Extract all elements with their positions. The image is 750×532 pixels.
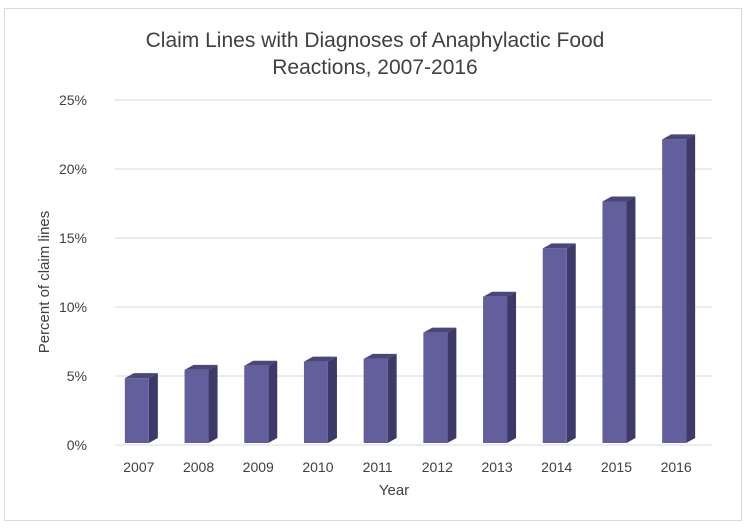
y-axis-label: Percent of claim lines — [36, 211, 53, 354]
bar — [662, 134, 696, 443]
bar-front — [602, 201, 627, 443]
bar — [483, 291, 517, 443]
bar-top — [303, 356, 337, 362]
x-tick-label: 2012 — [422, 459, 453, 475]
bar — [303, 356, 337, 443]
bar-side — [387, 353, 397, 443]
x-tick-label: 2015 — [601, 459, 632, 475]
bar-front — [662, 139, 687, 443]
chart-title-line-2: Reactions, 2007-2016 — [272, 56, 478, 79]
x-tick-label: 2016 — [661, 459, 692, 475]
bar-side — [208, 364, 218, 443]
bar-top — [483, 291, 517, 297]
x-tick-label: 2013 — [481, 459, 512, 475]
bars — [124, 134, 696, 443]
x-tick-label: 2009 — [243, 459, 274, 475]
bar-front — [124, 378, 149, 443]
bar-top — [124, 373, 158, 379]
bar — [542, 243, 576, 443]
bar-top — [184, 364, 218, 370]
x-tick-label: 2011 — [363, 459, 393, 475]
x-axis-label: Year — [379, 482, 409, 499]
bar-top — [602, 196, 636, 202]
chart-title-line-1: Claim Lines with Diagnoses of Anaphylact… — [145, 29, 605, 52]
bar-side — [626, 196, 636, 443]
bar — [363, 353, 397, 443]
x-tick-label: 2014 — [541, 459, 572, 475]
bar — [244, 360, 278, 443]
bar — [602, 196, 636, 443]
bar-top — [662, 134, 696, 140]
bar — [124, 373, 158, 443]
bar-front — [244, 365, 269, 443]
bar-side — [327, 356, 337, 443]
bar-front — [303, 361, 328, 443]
bar-side — [148, 373, 158, 443]
y-tick-label: 10% — [59, 299, 87, 315]
chart-title: Claim Lines with Diagnoses of Anaphylact… — [0, 27, 750, 81]
y-tick-label: 0% — [67, 437, 87, 453]
y-tick-label: 25% — [59, 92, 87, 108]
bar-front — [483, 296, 508, 443]
x-tick-label: 2007 — [123, 459, 154, 475]
bar-side — [447, 327, 457, 443]
bar-side — [686, 134, 696, 443]
bar-top — [363, 353, 397, 359]
bar-front — [363, 358, 388, 443]
bar-top — [423, 327, 457, 333]
bar-side — [507, 291, 517, 443]
bar-front — [542, 248, 567, 443]
bar-front — [184, 369, 209, 443]
bar-top — [244, 360, 278, 366]
y-axis-tick-labels: 0% 5% 10% 15% 20% 25% — [59, 92, 87, 453]
bar-side — [268, 360, 278, 443]
x-axis-tick-labels: 2007 2008 2009 2010 2011 2012 2013 2014 2015 2016 — [123, 459, 692, 475]
bar — [423, 327, 457, 443]
y-tick-label: 20% — [59, 161, 87, 177]
y-tick-label: 5% — [67, 368, 87, 384]
bar-front — [423, 332, 448, 443]
x-tick-label: 2010 — [302, 459, 333, 475]
bar — [184, 364, 218, 443]
y-tick-label: 15% — [59, 230, 87, 246]
bar-top — [542, 243, 576, 249]
x-tick-label: 2008 — [183, 459, 214, 475]
bar-side — [566, 243, 576, 443]
